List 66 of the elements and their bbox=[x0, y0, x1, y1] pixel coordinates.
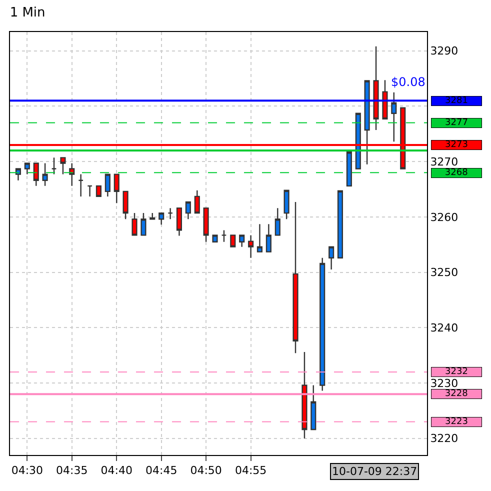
candlestick bbox=[60, 157, 66, 175]
candlestick bbox=[274, 207, 280, 236]
candlestick bbox=[248, 234, 254, 258]
candlestick bbox=[114, 174, 120, 204]
candlestick bbox=[122, 190, 128, 220]
candlestick bbox=[230, 234, 236, 248]
ref-line-label: 3281 bbox=[445, 96, 468, 106]
candlestick bbox=[391, 92, 397, 142]
chart-title: 1 Min bbox=[10, 5, 46, 20]
ref-line-label: 3273 bbox=[445, 140, 468, 150]
candlestick bbox=[24, 162, 30, 175]
candlestick bbox=[346, 152, 352, 187]
y-tick-label: 3230 bbox=[430, 376, 458, 390]
candlestick bbox=[51, 157, 57, 175]
candlestick bbox=[132, 212, 138, 236]
candlestick bbox=[266, 224, 272, 252]
candlestick bbox=[176, 207, 182, 236]
candlestick bbox=[364, 80, 370, 165]
candlestick bbox=[69, 162, 75, 187]
text: 10-07-09 22:37 bbox=[332, 465, 418, 478]
candlestick bbox=[320, 257, 326, 392]
candlestick bbox=[239, 234, 245, 248]
candlestick bbox=[212, 234, 218, 242]
candlestick bbox=[310, 384, 316, 430]
y-tick-label: 3240 bbox=[430, 322, 458, 335]
y-tick-label: 3250 bbox=[430, 266, 458, 280]
candlestick bbox=[302, 351, 308, 439]
x-tick-label: 04:50 bbox=[190, 464, 222, 478]
y-tick-label: 3220 bbox=[430, 432, 458, 446]
x-tick-label: 04:55 bbox=[234, 464, 267, 478]
candlestick bbox=[203, 207, 209, 242]
candlestick bbox=[140, 212, 146, 236]
ref-line-label: 3277 bbox=[445, 118, 468, 128]
candlestick bbox=[337, 190, 343, 258]
candlestick bbox=[87, 185, 93, 198]
candlestick bbox=[194, 190, 200, 214]
x-tick-label: 04:40 bbox=[100, 464, 132, 478]
annotation: $0.08 bbox=[391, 75, 426, 89]
ref-line-label: 3223 bbox=[445, 417, 468, 427]
y-tick-label: 3260 bbox=[430, 210, 458, 224]
candlestick bbox=[328, 246, 334, 270]
candlestick bbox=[284, 190, 290, 220]
x-tick-label: 04:45 bbox=[145, 464, 178, 478]
y-tick-label: 3270 bbox=[430, 155, 458, 168]
candlestick bbox=[104, 174, 110, 198]
candlestick bbox=[382, 80, 388, 120]
y-tick-label: 3290 bbox=[430, 44, 458, 58]
x-tick-label: 04:30 bbox=[11, 464, 44, 478]
candlestick bbox=[256, 224, 262, 252]
ref-line-label: 3268 bbox=[444, 168, 468, 178]
candlestick bbox=[158, 212, 164, 226]
candlestick bbox=[42, 162, 48, 187]
x-tick-label: 04:35 bbox=[56, 464, 88, 478]
candlestick bbox=[150, 212, 156, 220]
ref-line-label: 3232 bbox=[445, 367, 468, 377]
ref-line-label: 3228 bbox=[444, 389, 468, 399]
candlestick bbox=[292, 201, 298, 354]
candlestick bbox=[96, 185, 102, 198]
candlestick bbox=[33, 162, 39, 187]
candlestick bbox=[355, 112, 361, 170]
candlestick bbox=[185, 201, 191, 220]
candlestick bbox=[373, 46, 379, 131]
candlestick bbox=[78, 174, 84, 198]
candlestick bbox=[168, 207, 174, 220]
candlestick bbox=[15, 168, 21, 181]
candlestick bbox=[221, 230, 227, 242]
